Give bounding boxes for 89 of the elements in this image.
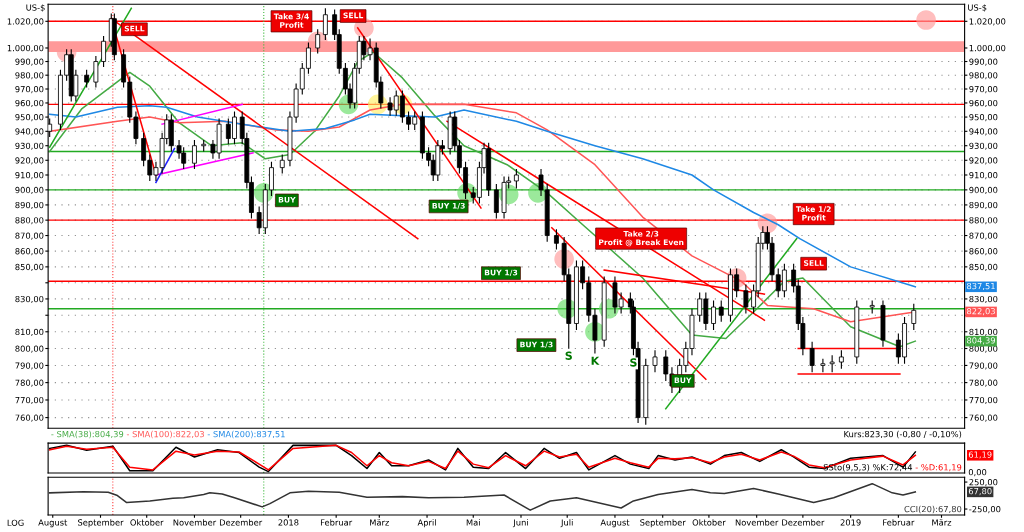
x-tick-label: Mai [466, 519, 480, 526]
text: 770,00 [15, 396, 44, 405]
x-tick-label: November [735, 519, 779, 526]
text: 900,00 [15, 186, 44, 195]
y-tick-label: 930,00 [969, 142, 998, 150]
y-tick-label: 960,00 [969, 99, 998, 108]
text: - SMA(38):804,39 [51, 430, 124, 439]
text: 1.020,00 [7, 18, 44, 26]
y-tick-label: 1.000,00 [969, 44, 1006, 53]
x-tick-label: Juni [512, 519, 528, 528]
y-tick-label: 970,00 [969, 85, 998, 94]
y-tick-label: 1.020,00 [969, 18, 1006, 26]
y-tick-label: 770,00 [969, 396, 998, 405]
text: 980,00 [15, 72, 44, 80]
text: Kurs:823,30 (-0,80 / -0,10%) [844, 430, 962, 439]
y-tick-label: 870,00 [969, 232, 998, 240]
text: 61,19 [968, 451, 992, 459]
y2-axis-title: US-$ [968, 4, 987, 12]
text: 930,00 [15, 142, 44, 150]
y-tick-label: 760,00 [969, 414, 998, 422]
text: 950,00 [15, 114, 44, 122]
annotation: S [630, 358, 637, 367]
y-tick-label: 890,00 [969, 201, 998, 210]
text: 990,00 [15, 58, 44, 66]
x-tick-label: Juli [560, 519, 573, 528]
series-label: - %D:61,19 [915, 464, 962, 472]
y-tick-label: 810,00 [969, 328, 998, 336]
text: 960,00 [15, 99, 44, 108]
series-label: CCI(20):67,80 [904, 505, 962, 514]
text: - SMA(200):837,51 [207, 430, 285, 439]
text: LOG [7, 519, 24, 526]
text: 837,51 [967, 282, 995, 291]
text: 780,00 [15, 379, 44, 387]
x-tick-label: März [370, 519, 389, 526]
text: 804,39 [967, 337, 996, 345]
y-tick-label: 800,00 [969, 345, 998, 353]
x-tick-label: April [417, 519, 436, 528]
text: - SMA(100):822,03 [126, 430, 204, 439]
y-tick-label: 940,00 [969, 128, 998, 136]
text: 940,00 [15, 128, 44, 136]
y-axis-title: US-$ [26, 4, 45, 12]
y-tick-label: 920,00 [969, 157, 998, 165]
x-tick-label: Februar [320, 519, 353, 526]
y-tick-label: 780,00 [969, 379, 998, 387]
y-tick-label: 250,00 [969, 479, 998, 487]
x-tick-label: August [38, 519, 68, 528]
text: 800,00 [15, 345, 44, 353]
y-tick-label: 910,00 [969, 171, 998, 180]
x-tick-label: Oktober [130, 519, 164, 526]
text: 810,00 [15, 328, 44, 336]
x-tick-label: Februar [883, 519, 915, 526]
text: 822,03 [967, 308, 995, 316]
text: 970,00 [15, 85, 44, 94]
series-label: SSto(9,5,3) %K:72,44 [823, 464, 913, 472]
x-tick-label: Oktober [692, 519, 726, 526]
x-tick-label: November [173, 519, 217, 526]
text: 920,00 [15, 157, 44, 165]
y-tick-label: 980,00 [969, 72, 998, 80]
text: 870,00 [15, 232, 44, 240]
text: 790,00 [15, 362, 44, 370]
text: 860,00 [15, 248, 44, 256]
y-tick-label: 900,00 [969, 186, 998, 195]
text: 830,00 [15, 295, 44, 304]
x-tick-label: Dezember [219, 519, 263, 526]
y-tick-label: 850,00 [969, 263, 998, 271]
y-tick-label: 830,00 [969, 295, 998, 304]
y-tick-label: 990,00 [969, 58, 998, 66]
x-tick-label: 2019 [840, 519, 861, 526]
text: 0,00 [968, 469, 987, 477]
annotation: K [591, 356, 600, 365]
y-tick-label: 880,00 [969, 217, 998, 225]
text: 910,00 [15, 171, 44, 180]
x-tick-label: August [600, 519, 630, 528]
x-tick-label: März [932, 519, 952, 526]
y-tick-label: 950,00 [969, 114, 998, 122]
y-tick-label: 790,00 [969, 362, 998, 370]
y-tick-label: -250,00 [969, 506, 1001, 514]
x-tick-label: September [78, 519, 124, 528]
text: 880,00 [15, 217, 44, 225]
y-tick-label: 860,00 [969, 248, 998, 256]
x-tick-label: September [640, 519, 686, 528]
annotation: S [565, 351, 572, 360]
text: 850,00 [15, 263, 44, 271]
text: 890,00 [15, 201, 44, 210]
text: 1.000,00 [7, 44, 44, 53]
x-tick-label: Dezember [782, 519, 825, 526]
text: 67,80 [968, 488, 992, 496]
text: 760,00 [15, 414, 44, 422]
x-tick-label: 2018 [278, 519, 299, 526]
